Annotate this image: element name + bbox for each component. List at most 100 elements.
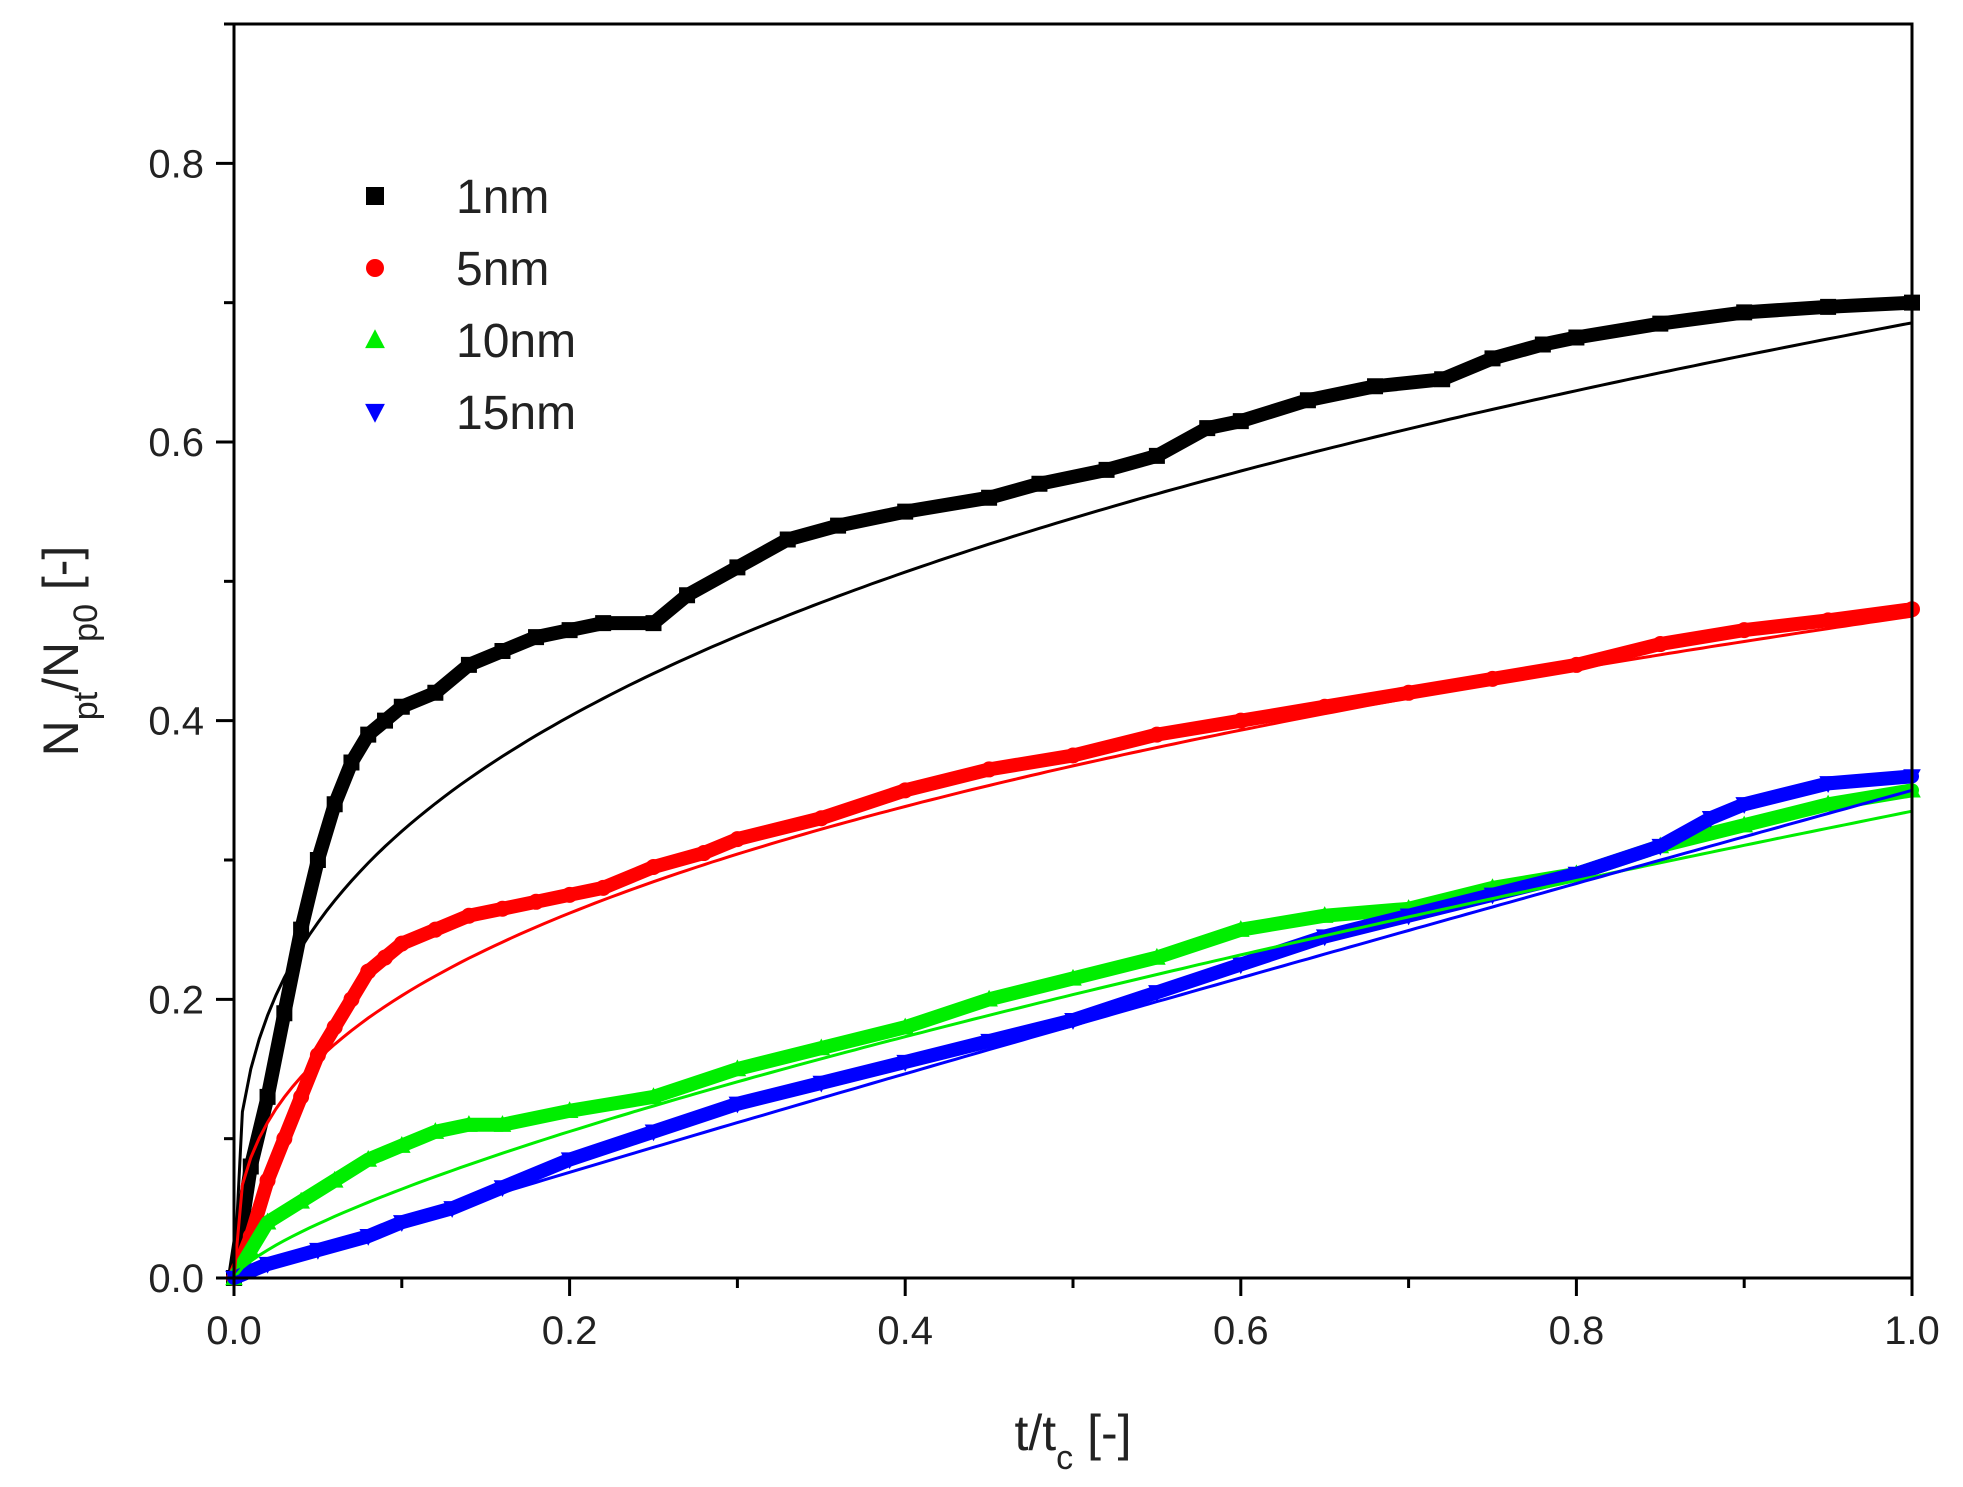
data-point <box>493 1180 512 1198</box>
fit-curve-15nm-fit <box>233 788 1913 1280</box>
data-point <box>258 1212 277 1230</box>
data-point <box>812 1038 831 1056</box>
data-point <box>393 935 410 952</box>
data-point <box>1736 622 1753 639</box>
series-line-5nm <box>227 602 1919 1285</box>
series-1nm <box>226 294 1920 1286</box>
data-point <box>779 531 796 548</box>
data-point <box>695 845 712 862</box>
data-point <box>1232 413 1249 430</box>
data-point <box>728 1059 747 1077</box>
data-point <box>560 1152 579 1170</box>
y-tick-label: 0.8 <box>148 142 204 186</box>
legend-label: 10nm <box>456 315 576 368</box>
data-point <box>729 559 746 576</box>
data-point <box>326 796 343 813</box>
data-point <box>560 1101 579 1118</box>
data-point <box>460 907 477 924</box>
legend-item-1nm: 1nm <box>366 171 549 224</box>
data-point <box>1148 985 1166 1002</box>
series-10nm <box>225 780 1921 1286</box>
data-point <box>981 489 998 506</box>
x-tick-label: 0.2 <box>542 1309 598 1353</box>
data-point <box>309 852 326 868</box>
data-point <box>644 1087 663 1105</box>
data-point <box>494 900 511 917</box>
data-point <box>360 726 377 743</box>
data-point <box>1199 420 1216 437</box>
legend-item-10nm: 10nm <box>365 315 576 368</box>
data-point <box>1736 304 1753 321</box>
data-point <box>309 1047 326 1064</box>
data-point <box>1299 392 1316 409</box>
legend-item-15nm: 15nm <box>365 387 576 440</box>
data-point <box>1064 1013 1082 1030</box>
data-point <box>377 712 394 729</box>
x-axis-title-main: t/t <box>1014 1405 1056 1461</box>
x-axis-title-sub: c <box>1056 1439 1073 1477</box>
fit-layer <box>232 321 1913 1280</box>
data-point <box>460 1115 478 1132</box>
data-point <box>644 1124 663 1142</box>
legend: 1nm 5nm 10nm 15nm <box>365 171 576 440</box>
data-point <box>1064 968 1082 986</box>
series-line-1nm <box>227 295 1919 1285</box>
y-axis-title-p2: /N <box>33 642 89 692</box>
legend-marker <box>365 403 385 423</box>
data-point <box>1819 776 1837 793</box>
data-point <box>359 1149 378 1167</box>
data-point <box>494 643 511 659</box>
data-point <box>259 1172 276 1189</box>
legend-marker <box>366 187 384 205</box>
data-point <box>1367 378 1384 395</box>
data-point <box>980 989 998 1007</box>
data-point <box>325 1170 344 1188</box>
data-point <box>679 587 696 604</box>
data-point <box>293 1088 310 1105</box>
y-tick-label: 0.0 <box>148 1257 204 1301</box>
y-tick-label: 0.4 <box>148 700 204 744</box>
data-point <box>1651 838 1670 856</box>
y-axis-title-s2: p0 <box>67 604 105 642</box>
fit-curve-5nm-fit <box>232 614 1913 1279</box>
data-point <box>1148 726 1165 743</box>
x-tick-label: 0.0 <box>206 1309 262 1353</box>
y-axis-title-suffix: [-] <box>33 546 89 604</box>
data-point <box>813 810 830 827</box>
data-point <box>1315 906 1334 923</box>
data-point <box>1820 612 1837 629</box>
data-point <box>393 1136 411 1153</box>
fit-curve-10nm-fit <box>232 809 1913 1279</box>
data-point <box>1483 887 1502 905</box>
y-axis-title-p1: N <box>33 720 89 756</box>
series-layer <box>225 294 1921 1288</box>
data-point <box>1819 794 1837 812</box>
legend-label: 15nm <box>456 387 576 440</box>
data-point <box>393 698 410 715</box>
data-point <box>897 782 914 799</box>
data-point <box>1148 947 1166 965</box>
data-point <box>276 1130 293 1147</box>
x-tick-label: 0.4 <box>877 1309 933 1353</box>
data-point <box>460 656 477 673</box>
x-axis-title: t/tc [-] <box>1014 1405 1131 1477</box>
tick-layer <box>216 22 1914 1296</box>
data-point <box>1316 698 1333 715</box>
data-point <box>1568 329 1585 346</box>
fit-curve-1nm-fit <box>232 321 1913 1279</box>
data-point <box>241 1240 260 1258</box>
data-point <box>1735 797 1753 814</box>
data-point <box>1701 811 1720 828</box>
tick-label-layer: 0.0 0.2 0.4 0.6 0.8 1.0 0.0 0.2 0.4 0.6 0.8 <box>148 142 1939 1353</box>
data-point <box>1484 350 1501 367</box>
data-point <box>830 517 847 534</box>
y-tick-label: 0.6 <box>148 421 204 465</box>
data-point <box>528 629 545 646</box>
data-point <box>360 963 377 980</box>
x-tick-label: 0.8 <box>1549 1309 1605 1353</box>
legend-marker <box>365 329 385 349</box>
data-point <box>595 615 612 632</box>
data-point <box>427 684 444 701</box>
x-tick-label: 0.6 <box>1213 1309 1269 1353</box>
